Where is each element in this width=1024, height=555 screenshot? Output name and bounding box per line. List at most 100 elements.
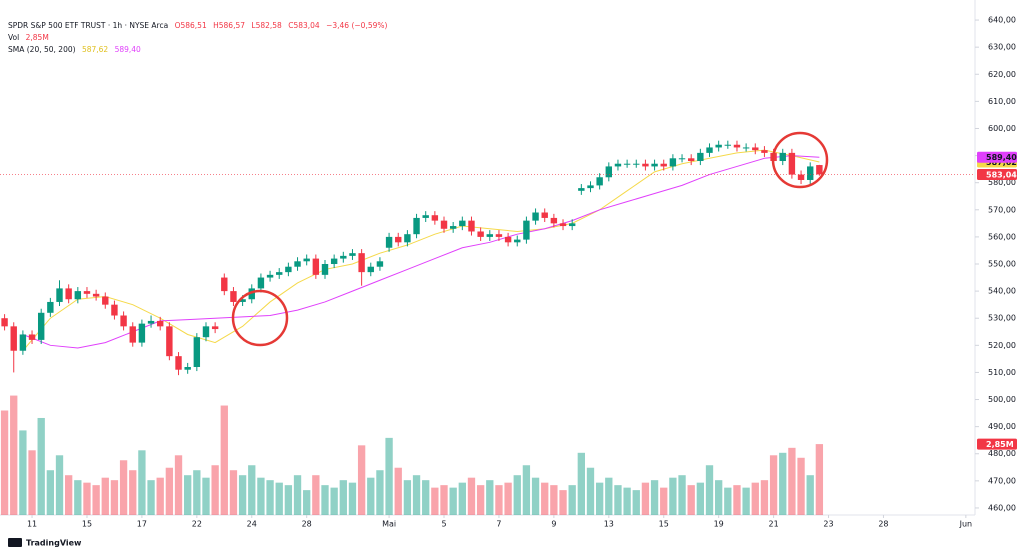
- x-tick-label: 15: [82, 520, 92, 529]
- candle-body: [413, 217, 420, 235]
- candle-body: [715, 144, 722, 148]
- legend-row: SPDR S&P 500 ETF TRUST · 1h · NYSE Arca …: [8, 21, 391, 30]
- candle-body: [193, 337, 201, 368]
- candle-body: [797, 174, 805, 180]
- volume-bar: [440, 485, 448, 515]
- highlight-circle: [231, 289, 289, 347]
- volume-value: 2,85M: [25, 33, 49, 42]
- candle-body: [202, 326, 210, 338]
- candle-body: [596, 177, 603, 186]
- volume-bar: [385, 437, 393, 515]
- x-tick-label: 21: [768, 520, 778, 529]
- volume-bar: [513, 475, 521, 515]
- candle-body: [230, 291, 237, 302]
- volume-bar: [248, 465, 256, 515]
- candle-body: [687, 158, 695, 162]
- candle-body: [651, 163, 658, 167]
- brand: TradingView: [26, 539, 82, 548]
- candle-body: [660, 163, 667, 167]
- volume-bar: [119, 460, 128, 515]
- y-tick-label: 630,00: [988, 43, 1016, 52]
- candle-body: [138, 323, 146, 343]
- volume-bar: [229, 470, 238, 515]
- x-tick-label: Jun: [959, 520, 973, 529]
- x-tick-label: Mai: [382, 520, 396, 529]
- candle-body: [761, 150, 768, 153]
- volume-bar: [65, 475, 73, 515]
- candle-body: [742, 147, 750, 149]
- volume-bar: [504, 482, 512, 515]
- volume-bar: [605, 477, 613, 515]
- candle-body: [321, 264, 329, 275]
- candle-body: [340, 255, 347, 259]
- volume-bar: [55, 455, 64, 515]
- candle-body: [294, 261, 301, 267]
- candle-body: [587, 185, 594, 189]
- sma-value: 587,62: [81, 45, 109, 54]
- volume-bar: [367, 477, 375, 515]
- ohlc-value: O586,51: [174, 21, 207, 30]
- volume-bar: [37, 417, 45, 515]
- volume-bar: [458, 482, 466, 515]
- last-value-box: [977, 168, 1017, 180]
- candle-body: [559, 223, 567, 227]
- candle-body: [578, 188, 585, 191]
- volume-bar: [687, 485, 695, 515]
- last-value-label: 589,40: [986, 153, 1017, 162]
- last-value-label: 2,85M: [986, 440, 1014, 449]
- volume-bar: [348, 482, 357, 515]
- volume-bar: [495, 485, 503, 515]
- y-tick-label: 470,00: [988, 476, 1016, 485]
- volume-bar: [696, 482, 705, 515]
- legend-row: Vol 2,85M: [8, 33, 53, 42]
- volume-bar: [641, 482, 650, 515]
- ohlc-value: H586,57: [213, 21, 246, 30]
- sma-value: 589,40: [114, 45, 141, 54]
- volume-bar: [733, 485, 741, 515]
- volume-bar: [650, 480, 659, 515]
- candle-body: [285, 266, 292, 273]
- candle-body: [633, 163, 640, 165]
- volume-bar: [531, 477, 540, 515]
- candle-body: [175, 356, 182, 370]
- brand-logo: [8, 538, 22, 547]
- x-tick-label: 23: [823, 520, 833, 529]
- candle-body: [697, 152, 704, 162]
- volume-bar: [83, 482, 91, 515]
- y-tick-label: 540,00: [988, 287, 1016, 296]
- candle-body: [239, 299, 246, 302]
- volume-bar: [156, 477, 164, 515]
- candle-body: [788, 152, 796, 175]
- volume-bar: [431, 487, 439, 515]
- candle-body: [550, 217, 558, 224]
- volume-bar: [284, 485, 293, 515]
- candle-body: [257, 277, 265, 289]
- candle-body: [733, 144, 741, 148]
- candle-body: [807, 166, 814, 180]
- volume-bar: [184, 475, 192, 515]
- candle-body: [459, 220, 466, 227]
- volume-bar: [559, 490, 567, 515]
- volume-bar: [138, 450, 146, 515]
- volume-bar: [403, 480, 412, 515]
- volume-bar: [788, 447, 796, 515]
- last-value-box: [977, 151, 1017, 163]
- volume-bar: [476, 485, 485, 515]
- y-tick-label: 610,00: [988, 97, 1016, 106]
- candle-body: [422, 215, 429, 218]
- x-tick-label: 19: [714, 520, 724, 529]
- candle-body: [19, 334, 27, 351]
- candle-body: [614, 163, 622, 167]
- candle-body: [266, 274, 274, 278]
- volume-bar: [0, 410, 9, 515]
- volume-bar: [614, 485, 622, 515]
- candle-body: [47, 301, 54, 313]
- volume-bar: [623, 487, 631, 515]
- x-tick-label: 22: [192, 520, 202, 529]
- candle-body: [83, 291, 91, 294]
- candle-body: [56, 288, 63, 302]
- candle-body: [28, 334, 36, 340]
- candle-body: [376, 261, 384, 267]
- volume-bar: [19, 430, 27, 515]
